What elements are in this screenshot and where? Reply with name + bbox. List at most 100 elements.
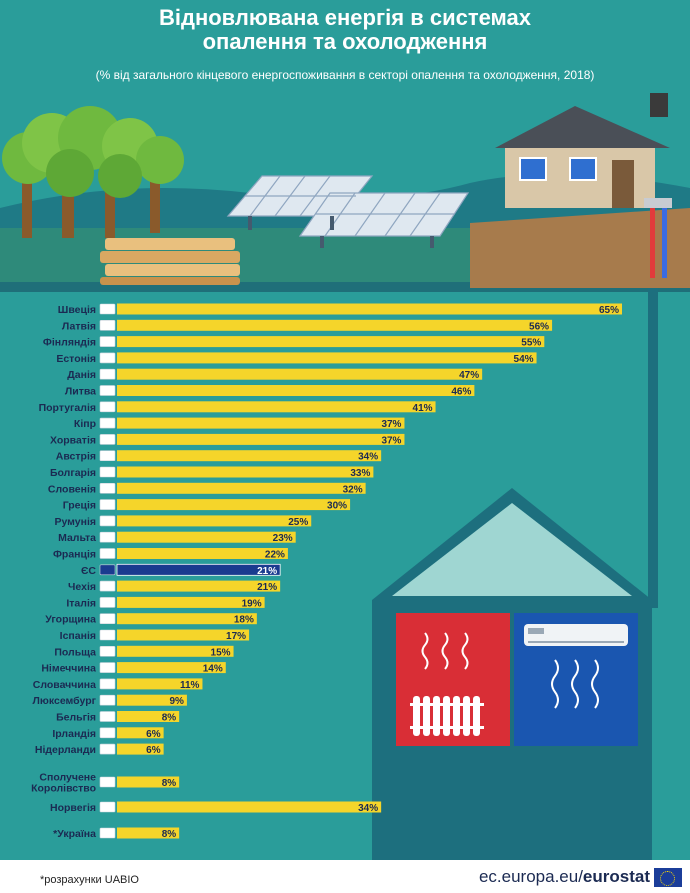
flag-icon: [99, 613, 116, 625]
flag-icon: [99, 678, 116, 690]
category-label: Люксембург: [33, 695, 97, 707]
value-label: 46%: [451, 387, 471, 398]
flag-icon: [99, 548, 116, 559]
category-label: *Україна: [53, 828, 96, 840]
category-label: Кіпр: [74, 418, 96, 430]
bar: [117, 336, 545, 348]
source-brand[interactable]: ec.europa.eu/eurostat: [479, 867, 650, 887]
bar-row: Греція 30%: [63, 499, 351, 512]
trees: [2, 106, 184, 238]
radiator-icon: [410, 696, 484, 736]
bar: [117, 613, 257, 625]
bar: [117, 319, 553, 331]
bar-row: ЄС 21%: [81, 563, 281, 577]
bar-row: Швеція 65%: [58, 303, 622, 316]
title-line-2: опалення та охолодження: [202, 29, 488, 54]
cold-waves: [551, 659, 599, 709]
soil: [470, 208, 690, 288]
value-label: 8%: [162, 713, 177, 724]
bar-row: Нідерланди 6%: [35, 743, 164, 756]
small-house: [495, 93, 672, 278]
bar: [117, 368, 483, 380]
air-conditioner-icon: [524, 624, 628, 646]
category-label: Ірландія: [52, 728, 96, 740]
value-label: 21%: [257, 582, 277, 593]
bar: [117, 499, 351, 511]
bar: [117, 433, 405, 445]
bar-row: Італія 19%: [66, 596, 265, 609]
bar-row: Франція 22%: [53, 548, 288, 561]
value-label: 37%: [381, 435, 401, 446]
category-label: Хорватія: [50, 434, 96, 446]
value-label: 32%: [343, 484, 363, 495]
category-label: Фінляндія: [43, 337, 96, 349]
category-label: Мальта: [58, 532, 96, 544]
bar: [117, 678, 203, 690]
flag-icon: [99, 743, 116, 755]
category-label: Іспанія: [60, 630, 96, 642]
flag-icon: [99, 515, 116, 527]
flag-icon: [99, 801, 116, 813]
category-label: Словенія: [48, 483, 96, 495]
illustration-scene: [0, 93, 690, 860]
flag-icon: [99, 368, 116, 380]
category-label: Польща: [54, 646, 96, 658]
value-label: 15%: [211, 647, 231, 658]
category-label: Португалія: [39, 402, 96, 414]
bar-row: Португалія 41%: [39, 401, 436, 414]
bar-row: Болгарія 33%: [50, 466, 374, 479]
bar: [117, 645, 234, 657]
category-label: Королівство: [31, 783, 96, 795]
category-label: Німеччина: [41, 663, 96, 675]
value-label: 30%: [327, 501, 347, 512]
flag-icon: [99, 499, 116, 510]
bar-row: *Україна 8%: [53, 827, 180, 840]
flag-icon: [99, 303, 116, 315]
flag-icon: [99, 385, 116, 396]
value-label: 19%: [242, 598, 262, 609]
bar: [117, 303, 622, 315]
value-label: 56%: [529, 321, 549, 332]
value-label: 34%: [358, 803, 378, 814]
value-label: 21%: [257, 566, 277, 577]
brand-name: eurostat: [582, 867, 650, 886]
pipe: [648, 288, 658, 608]
flag-icon: [99, 694, 116, 706]
value-label: 8%: [162, 829, 177, 840]
flag-icon: [99, 434, 116, 445]
bar-row: Данія 47%: [67, 368, 483, 381]
eu-flag-icon: [654, 868, 682, 887]
category-label: Італія: [66, 597, 96, 609]
bar-row: Хорватія 37%: [50, 433, 405, 446]
value-label: 25%: [288, 517, 308, 528]
value-label: 17%: [226, 631, 246, 642]
category-label: ЄС: [81, 565, 96, 577]
flag-icon: [99, 727, 116, 739]
bar: [117, 450, 382, 462]
value-label: 22%: [265, 550, 285, 561]
flag-icon: [99, 629, 116, 641]
brand-prefix: ec.europa.eu/: [478, 867, 583, 886]
bar-row: Іспанія 17%: [60, 629, 250, 642]
value-label: 34%: [358, 452, 378, 463]
bar: [117, 596, 265, 608]
big-house: [372, 488, 652, 860]
bar: [117, 352, 537, 364]
bar-row: Угорщина 18%: [45, 613, 257, 626]
bar: [117, 801, 382, 813]
bar: [117, 727, 164, 739]
value-label: 23%: [273, 533, 293, 544]
value-label: 8%: [162, 778, 177, 789]
bar: [117, 694, 187, 706]
bar: [117, 531, 296, 543]
chart-title: Відновлювана енергія в системах опалення…: [0, 6, 690, 54]
solar-panels: [226, 175, 470, 237]
flag-icon: [99, 319, 116, 331]
value-label: 6%: [146, 745, 161, 756]
category-label: Чехія: [68, 581, 96, 593]
bar: [117, 401, 436, 413]
value-label: 55%: [521, 338, 541, 349]
bar-row: Латвія 56%: [62, 319, 553, 332]
bar-row: Фінляндія 55%: [43, 336, 545, 349]
